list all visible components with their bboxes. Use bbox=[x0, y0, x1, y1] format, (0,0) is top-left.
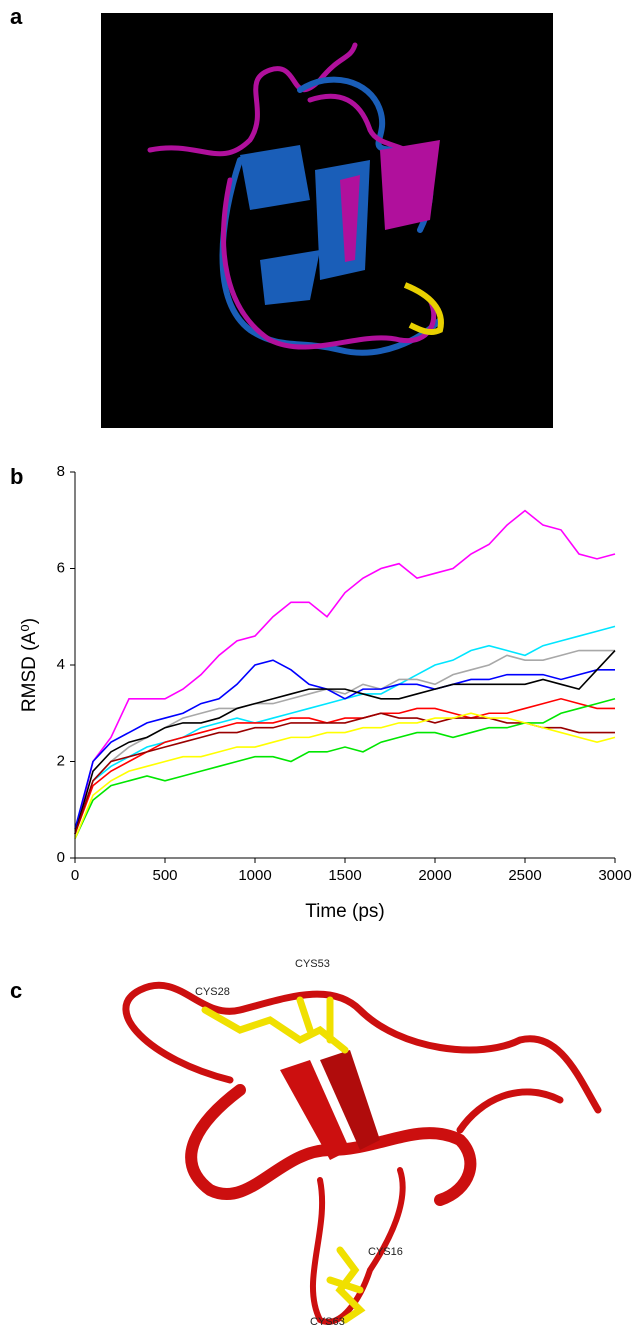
series-line bbox=[74, 659, 615, 830]
y-tick-label: 8 bbox=[57, 463, 65, 480]
y-tick-label: 2 bbox=[57, 752, 65, 769]
y-tick-label: 4 bbox=[57, 656, 65, 673]
panel-label: c bbox=[10, 978, 22, 1003]
x-tick-label: 2500 bbox=[508, 867, 541, 884]
x-tick-label: 2000 bbox=[418, 867, 451, 884]
rmsd-chart: 0 500 1000 1500 2000 2500 3000 0 2 4 6 8 Time (ps) RM… bbox=[19, 463, 632, 922]
panel-label: a bbox=[10, 4, 23, 29]
y-axis-label: RMSD (A⁰) bbox=[19, 618, 40, 712]
x-tick-label: 1500 bbox=[328, 867, 361, 884]
series-line bbox=[74, 649, 616, 835]
series-line bbox=[74, 697, 615, 835]
x-tick-label: 500 bbox=[152, 867, 177, 884]
series-line bbox=[74, 509, 616, 835]
residue-label: CYS16 bbox=[368, 1246, 403, 1258]
x-axis-label: Time (ps) bbox=[305, 901, 385, 922]
series-line bbox=[74, 625, 616, 835]
series-line bbox=[74, 712, 616, 840]
residue-label: CYS53 bbox=[295, 958, 330, 970]
series-line bbox=[74, 649, 615, 835]
x-tick-label: 0 bbox=[71, 867, 79, 884]
panel-label: b bbox=[10, 464, 23, 489]
residue-label: CYS63 bbox=[310, 1316, 345, 1328]
structure-c: CYS28 CYS53 CYS16 CYS63 bbox=[122, 958, 602, 1328]
y-tick-label: 6 bbox=[57, 559, 65, 576]
x-tick-label: 1000 bbox=[238, 867, 271, 884]
y-tick-label: 0 bbox=[57, 849, 65, 866]
structure-a bbox=[101, 13, 553, 428]
x-tick-label: 3000 bbox=[598, 867, 631, 884]
series-line bbox=[74, 712, 615, 835]
residue-label: CYS28 bbox=[195, 986, 230, 998]
